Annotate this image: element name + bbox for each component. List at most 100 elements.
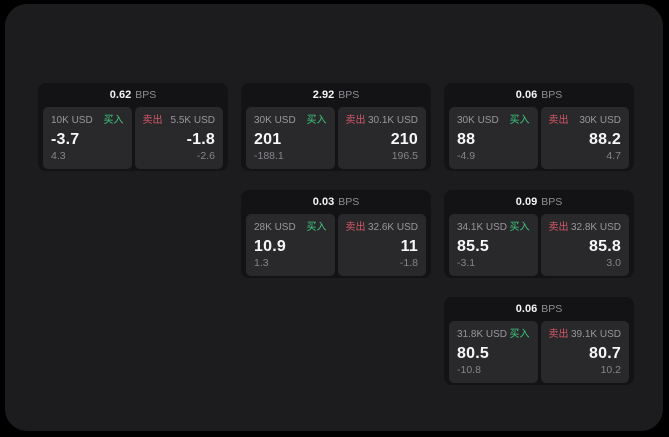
buy-tag: 买入 (509, 222, 530, 233)
sell-size-label: 30.1K USD (367, 115, 418, 126)
bps-spread-value: 2.92 (312, 89, 335, 101)
sell-panel[interactable]: 卖出 30.1K USD 210 196.5 (337, 107, 426, 169)
sell-panel-top: 卖出 30K USD (549, 114, 622, 127)
sell-tag: 卖出 (345, 115, 366, 126)
sell-delta: 196.5 (391, 150, 418, 162)
sell-size-label: 5.5K USD (170, 115, 215, 126)
buy-delta: 1.3 (254, 257, 269, 269)
sell-panel-top: 卖出 39.1K USD (549, 328, 622, 341)
card-header: 0.06 BPS (444, 83, 634, 105)
sell-tag: 卖出 (548, 222, 569, 233)
sell-price: -1.8 (186, 131, 215, 148)
sell-tag: 卖出 (548, 329, 569, 340)
card-header: 0.03 BPS (241, 190, 431, 212)
buy-panel[interactable]: 28K USD 买入 10.9 1.3 (246, 214, 335, 276)
sell-delta: -2.6 (196, 150, 215, 162)
sell-tag: 卖出 (548, 115, 569, 126)
sell-panel[interactable]: 卖出 32.8K USD 85.8 3.0 (540, 214, 629, 276)
buy-size-label: 28K USD (254, 222, 296, 233)
quote-card: 2.92 BPS 30K USD 买入 201 -188.1 卖出 30.1K … (241, 83, 431, 171)
quote-panels: 10K USD 买入 -3.7 4.3 卖出 5.5K USD -1.8 -2.… (38, 105, 228, 172)
sell-panel[interactable]: 卖出 39.1K USD 80.7 10.2 (540, 321, 629, 383)
sell-panel[interactable]: 卖出 32.6K USD 11 -1.8 (337, 214, 426, 276)
buy-panel-top: 28K USD 买入 (254, 221, 327, 234)
quote-card-grid: 0.62 BPS 10K USD 买入 -3.7 4.3 卖出 5.5K USD… (38, 83, 634, 385)
buy-tag: 买入 (103, 115, 124, 126)
sell-panel-top: 卖出 32.8K USD (549, 221, 622, 234)
sell-panel-top: 卖出 30.1K USD (346, 114, 419, 127)
bps-unit-label: BPS (338, 89, 360, 101)
bps-spread-value: 0.09 (515, 196, 538, 208)
buy-price: 88 (457, 131, 476, 148)
app-background: 0.62 BPS 10K USD 买入 -3.7 4.3 卖出 5.5K USD… (5, 4, 663, 431)
card-header: 0.06 BPS (444, 297, 634, 319)
bps-unit-label: BPS (541, 89, 563, 101)
buy-panel[interactable]: 10K USD 买入 -3.7 4.3 (43, 107, 132, 169)
buy-delta: 4.3 (51, 150, 66, 162)
buy-size-label: 10K USD (51, 115, 93, 126)
sell-delta: 4.7 (606, 150, 621, 162)
buy-panel[interactable]: 30K USD 买入 201 -188.1 (246, 107, 335, 169)
buy-price: 85.5 (457, 238, 489, 255)
buy-panel[interactable]: 30K USD 买入 88 -4.9 (449, 107, 538, 169)
quote-card: 0.06 BPS 31.8K USD 买入 80.5 -10.8 卖出 39.1… (444, 297, 634, 385)
buy-size-label: 30K USD (254, 115, 296, 126)
bps-unit-label: BPS (135, 89, 157, 101)
sell-delta: 3.0 (606, 257, 621, 269)
sell-price: 85.8 (589, 238, 621, 255)
buy-price: -3.7 (51, 131, 80, 148)
buy-size-label: 30K USD (457, 115, 499, 126)
bps-spread-value: 0.06 (515, 89, 538, 101)
sell-panel-top: 卖出 32.6K USD (346, 221, 419, 234)
buy-delta: -4.9 (457, 150, 476, 162)
buy-panel[interactable]: 34.1K USD 买入 85.5 -3.1 (449, 214, 538, 276)
quote-panels: 30K USD 买入 88 -4.9 卖出 30K USD 88.2 4.7 (444, 105, 634, 172)
card-header: 0.09 BPS (444, 190, 634, 212)
buy-tag: 买入 (306, 115, 327, 126)
card-header: 2.92 BPS (241, 83, 431, 105)
bps-unit-label: BPS (541, 196, 563, 208)
bps-spread-value: 0.62 (109, 89, 132, 101)
buy-panel-top: 30K USD 买入 (254, 114, 327, 127)
sell-panel-top: 卖出 5.5K USD (143, 114, 216, 127)
buy-tag: 买入 (509, 329, 530, 340)
sell-size-label: 39.1K USD (570, 329, 621, 340)
quote-card: 0.62 BPS 10K USD 买入 -3.7 4.3 卖出 5.5K USD… (38, 83, 228, 171)
sell-size-label: 30K USD (579, 115, 621, 126)
sell-price: 80.7 (589, 345, 621, 362)
sell-size-label: 32.8K USD (570, 222, 621, 233)
sell-tag: 卖出 (345, 222, 366, 233)
buy-panel[interactable]: 31.8K USD 买入 80.5 -10.8 (449, 321, 538, 383)
sell-delta: 10.2 (600, 364, 621, 376)
sell-price: 88.2 (589, 131, 621, 148)
buy-price: 10.9 (254, 238, 286, 255)
buy-panel-top: 34.1K USD 买入 (457, 221, 530, 234)
quote-card: 0.09 BPS 34.1K USD 买入 85.5 -3.1 卖出 32.8K… (444, 190, 634, 278)
card-header: 0.62 BPS (38, 83, 228, 105)
buy-delta: -3.1 (457, 257, 476, 269)
sell-panel[interactable]: 卖出 30K USD 88.2 4.7 (540, 107, 629, 169)
buy-delta: -10.8 (457, 364, 481, 376)
bps-unit-label: BPS (541, 303, 563, 315)
sell-price: 210 (390, 131, 418, 148)
quote-panels: 34.1K USD 买入 85.5 -3.1 卖出 32.8K USD 85.8… (444, 212, 634, 279)
buy-size-label: 31.8K USD (457, 329, 508, 340)
buy-size-label: 34.1K USD (457, 222, 508, 233)
quote-panels: 28K USD 买入 10.9 1.3 卖出 32.6K USD 11 -1.8 (241, 212, 431, 279)
sell-tag: 卖出 (142, 115, 163, 126)
quote-card: 0.03 BPS 28K USD 买入 10.9 1.3 卖出 32.6K US… (241, 190, 431, 278)
sell-panel[interactable]: 卖出 5.5K USD -1.8 -2.6 (134, 107, 223, 169)
buy-panel-top: 30K USD 买入 (457, 114, 530, 127)
bps-unit-label: BPS (338, 196, 360, 208)
bps-spread-value: 0.03 (312, 196, 335, 208)
buy-panel-top: 31.8K USD 买入 (457, 328, 530, 341)
quote-panels: 31.8K USD 买入 80.5 -10.8 卖出 39.1K USD 80.… (444, 319, 634, 386)
sell-size-label: 32.6K USD (367, 222, 418, 233)
buy-panel-top: 10K USD 买入 (51, 114, 124, 127)
quote-panels: 30K USD 买入 201 -188.1 卖出 30.1K USD 210 1… (241, 105, 431, 172)
quote-card: 0.06 BPS 30K USD 买入 88 -4.9 卖出 30K USD 8… (444, 83, 634, 171)
sell-price: 11 (400, 238, 418, 255)
buy-tag: 买入 (509, 115, 530, 126)
buy-price: 201 (254, 131, 282, 148)
buy-tag: 买入 (306, 222, 327, 233)
